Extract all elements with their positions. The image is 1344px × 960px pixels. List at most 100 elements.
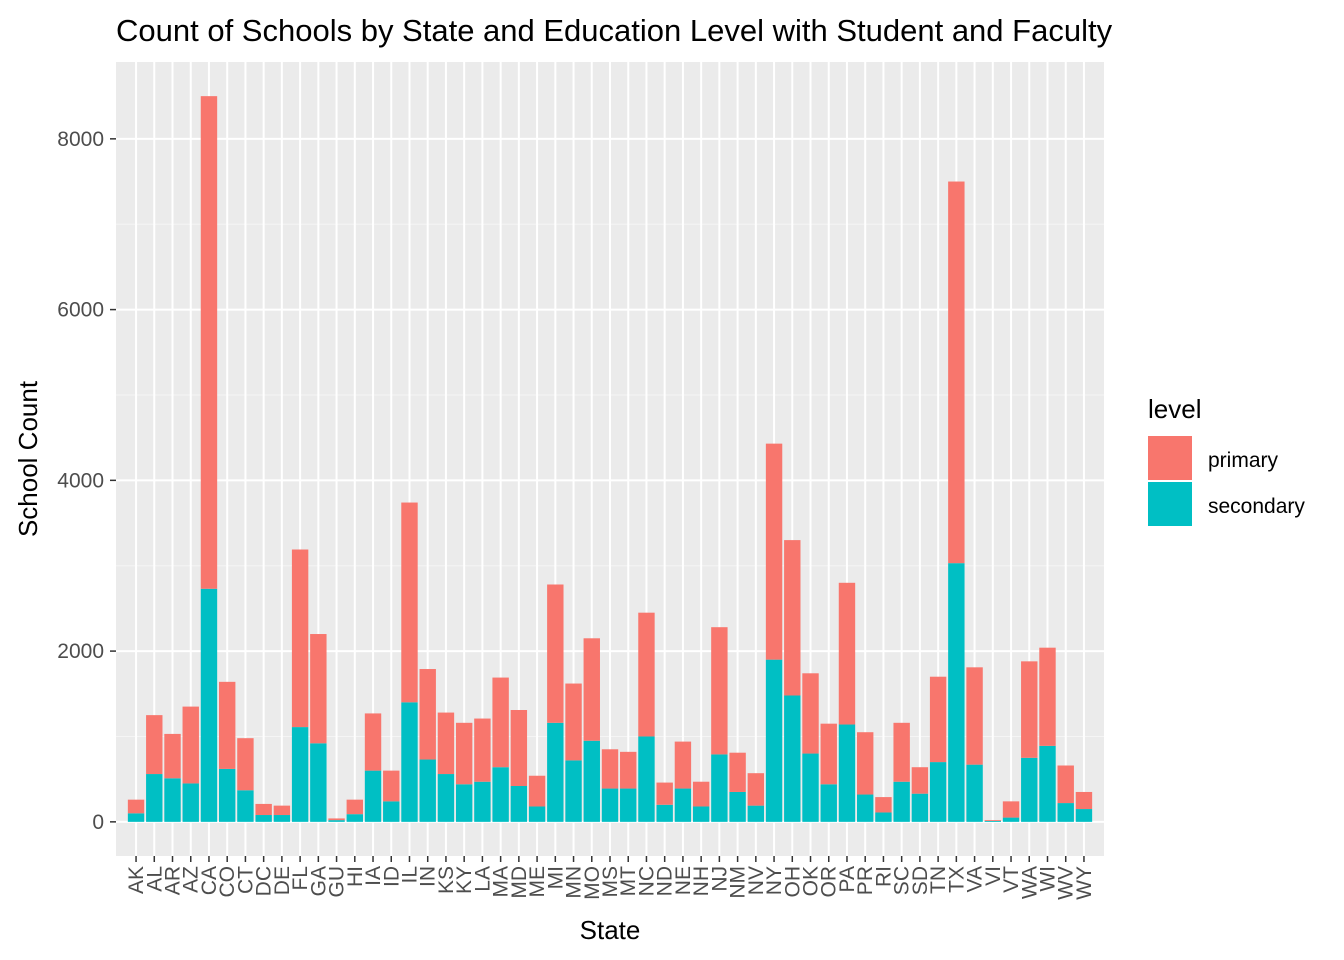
bar-primary-CA	[200, 96, 218, 589]
x-tick-label-IL: IL	[398, 866, 421, 884]
bar-secondary-AL	[146, 774, 163, 822]
bar-secondary-AK	[127, 813, 145, 822]
bar-primary-MT	[620, 751, 637, 789]
x-tick-label-WV: WV	[1055, 866, 1078, 900]
x-tick-label-WY: WY	[1073, 866, 1096, 900]
bar-primary-NE	[674, 741, 692, 789]
bar-secondary-MO	[583, 740, 600, 822]
x-tick-label-AK: AK	[125, 866, 148, 894]
bar-primary-IA	[364, 713, 382, 771]
bar-secondary-FL	[291, 727, 309, 822]
bar-secondary-DE	[273, 815, 291, 822]
y-axis: 0 2000 4000 6000 8000	[57, 128, 116, 834]
bar-primary-AL	[146, 715, 163, 775]
y-tick-label: 6000	[57, 299, 104, 322]
bar-secondary-PR	[857, 794, 874, 822]
bar-secondary-HI	[346, 814, 363, 822]
x-tick-label-NV: NV	[745, 866, 768, 895]
bar-primary-VT	[1002, 801, 1020, 818]
bar-primary-AK	[127, 799, 145, 814]
bar-primary-MS	[601, 749, 619, 789]
bar-primary-WY	[1075, 791, 1093, 810]
bar-primary-HI	[346, 799, 363, 815]
bar-primary-IN	[419, 669, 436, 760]
bar-primary-OK	[802, 673, 819, 754]
x-tick-label-VA: VA	[964, 866, 987, 892]
y-tick-label: 8000	[57, 128, 104, 151]
x-tick-label-TX: TX	[945, 866, 968, 893]
bar-primary-TN	[929, 676, 947, 763]
x-tick-label-GU: GU	[326, 866, 349, 898]
x-tick-label-NJ: NJ	[708, 866, 731, 892]
bar-secondary-NV	[747, 805, 765, 822]
x-tick-label-GA: GA	[307, 866, 330, 896]
x-tick-label-ND: ND	[654, 866, 677, 896]
bar-secondary-IL	[401, 702, 418, 822]
legend-label-primary: primary	[1208, 449, 1279, 472]
bar-primary-NJ	[711, 627, 728, 755]
bar-primary-VI	[984, 820, 1002, 821]
x-tick-label-MT: MT	[617, 866, 640, 896]
bar-secondary-RI	[875, 812, 892, 822]
bar-secondary-CT	[237, 790, 254, 822]
bar-secondary-NJ	[711, 754, 728, 822]
bar-primary-MO	[583, 638, 600, 741]
bar-secondary-NY	[765, 659, 783, 822]
bar-secondary-PA	[838, 724, 856, 822]
bar-primary-AR	[164, 733, 181, 779]
bar-secondary-LA	[474, 781, 491, 822]
bar-primary-NH	[692, 781, 710, 807]
bar-primary-MD	[510, 710, 528, 786]
bar-primary-KS	[437, 712, 455, 775]
bar-secondary-ME	[528, 806, 546, 822]
x-tick-label-MI: MI	[544, 866, 567, 889]
x-tick-label-VT: VT	[1000, 866, 1023, 893]
x-tick-label-DC: DC	[253, 866, 276, 896]
x-tick-label-IN: IN	[417, 866, 440, 887]
x-tick-label-PA: PA	[836, 866, 859, 892]
bar-secondary-NC	[638, 736, 655, 822]
bar-secondary-MN	[565, 760, 582, 822]
bar-primary-NM	[729, 752, 746, 792]
bar-primary-FL	[291, 549, 309, 728]
y-axis-title: School Count	[13, 380, 43, 537]
bar-secondary-TX	[948, 563, 965, 822]
bar-primary-MA	[492, 677, 509, 768]
x-tick-label-AZ: AZ	[180, 866, 203, 893]
bar-secondary-CA	[200, 588, 218, 822]
x-tick-label-HI: HI	[344, 866, 367, 887]
x-tick-label-RI: RI	[872, 866, 895, 887]
bar-secondary-VA	[966, 764, 983, 822]
bar-primary-NY	[765, 443, 783, 660]
bar-secondary-TN	[929, 762, 947, 822]
bar-primary-WI	[1039, 647, 1056, 746]
bar-secondary-MT	[620, 788, 637, 822]
bar-secondary-WA	[1021, 757, 1038, 822]
x-tick-label-WI: WI	[1036, 866, 1059, 892]
x-tick-label-NE: NE	[672, 866, 695, 895]
x-tick-label-MO: MO	[581, 866, 604, 900]
bar-primary-GU	[328, 818, 345, 821]
bar-secondary-OH	[784, 695, 801, 822]
bar-primary-MI	[547, 584, 564, 723]
x-tick-label-DE: DE	[271, 866, 294, 895]
bar-secondary-WY	[1075, 809, 1093, 822]
bar-primary-NC	[638, 612, 655, 737]
bar-secondary-IA	[364, 770, 382, 822]
y-tick-label: 2000	[57, 640, 104, 663]
bar-secondary-MI	[547, 722, 564, 822]
bar-secondary-IN	[419, 759, 436, 822]
bar-primary-WV	[1057, 765, 1074, 804]
x-tick-label-AR: AR	[162, 866, 185, 895]
x-axis-title: State	[580, 915, 641, 945]
x-tick-label-NC: NC	[635, 866, 658, 896]
bar-primary-ID	[383, 770, 400, 802]
x-tick-label-AL: AL	[143, 866, 166, 892]
legend-key-secondary	[1148, 482, 1192, 526]
x-tick-label-CT: CT	[234, 866, 257, 894]
bar-secondary-DC	[255, 815, 272, 822]
x-tick-label-SC: SC	[891, 866, 914, 895]
bar-primary-CO	[218, 681, 236, 769]
bar-secondary-CO	[218, 768, 236, 822]
